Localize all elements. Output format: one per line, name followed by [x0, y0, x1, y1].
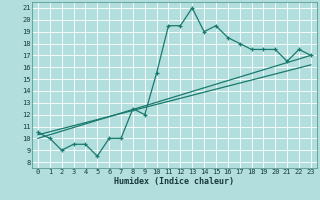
X-axis label: Humidex (Indice chaleur): Humidex (Indice chaleur)	[115, 177, 234, 186]
